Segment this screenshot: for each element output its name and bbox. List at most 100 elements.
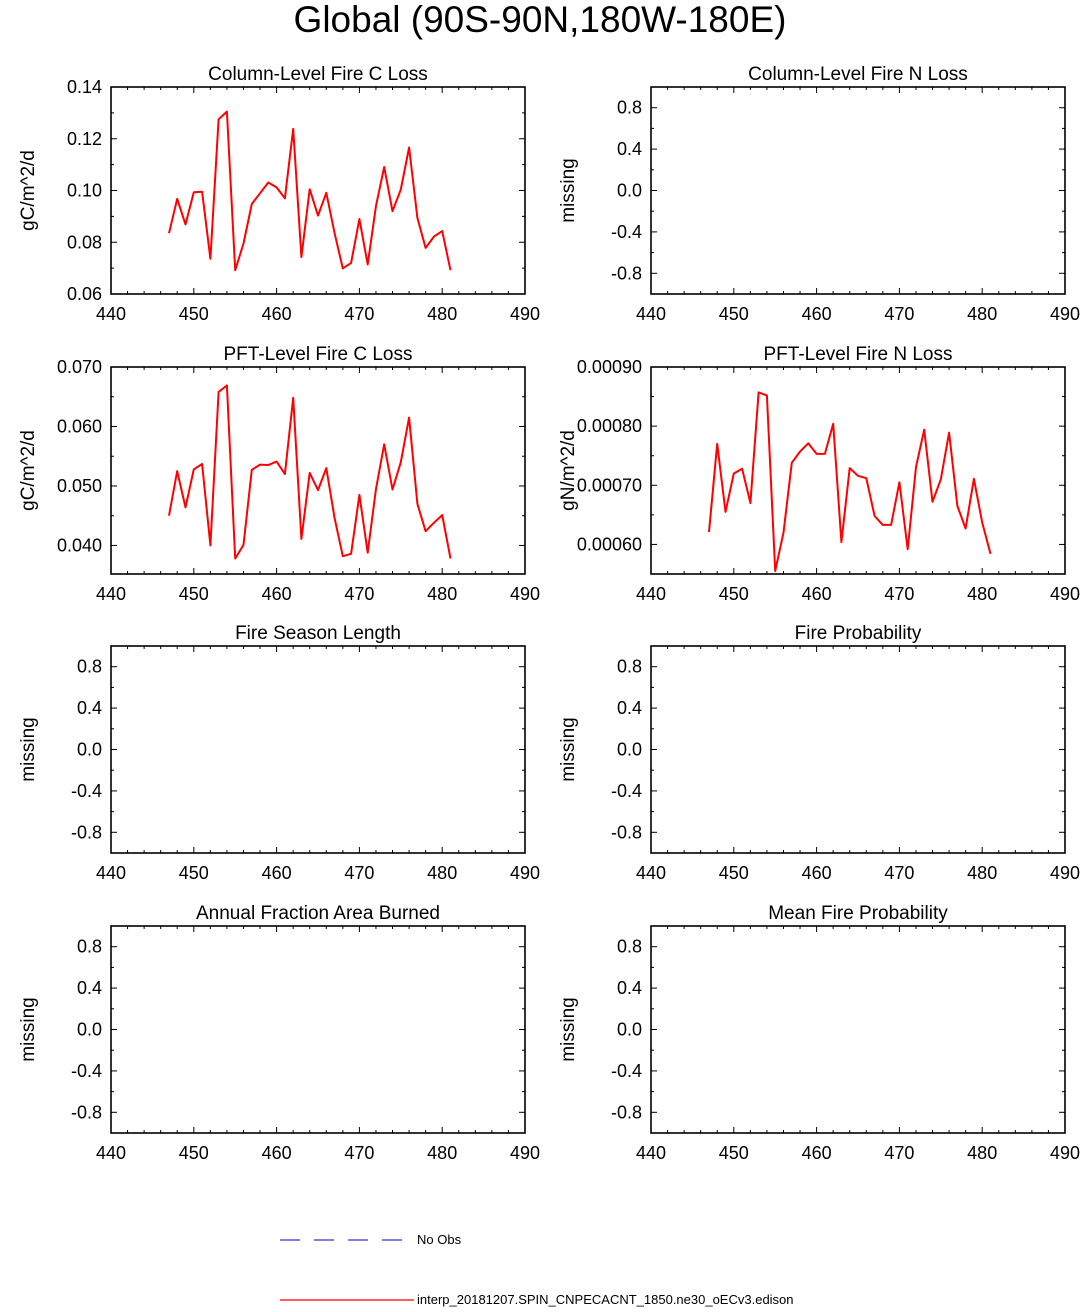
x-tick-label: 470	[344, 1143, 374, 1163]
y-tick-label: -0.4	[611, 222, 642, 242]
chart-title: Column-Level Fire N Loss	[748, 64, 968, 85]
x-tick-label: 450	[719, 863, 749, 883]
plot-frame	[110, 645, 526, 854]
chart-title: Mean Fire Probability	[768, 903, 948, 924]
x-tick-label: 490	[510, 1143, 540, 1163]
x-tick-label: 460	[802, 863, 832, 883]
chart-panel: Annual Fraction Area Burned missing 440 450…	[18, 903, 540, 1163]
plot-frame	[110, 366, 526, 575]
chart-title: PFT-Level Fire C Loss	[224, 344, 413, 365]
y-tick-label: 0.4	[77, 978, 102, 998]
chart-panel: PFT-Level Fire N Loss gN/m^2/d 440 450 460 47…	[558, 344, 1080, 604]
y-tick-label: 0.8	[77, 657, 102, 677]
plot-frame	[650, 86, 1066, 295]
legend-swatches	[280, 1239, 414, 1301]
x-tick-label: 460	[262, 863, 292, 883]
x-tick-label: 450	[719, 304, 749, 324]
x-tick-label: 470	[344, 304, 374, 324]
chart-panel: Column-Level Fire C Loss gC/m^2/d 440 450 46…	[18, 64, 540, 324]
chart-panel: Column-Level Fire N Loss missing 440 450 460…	[558, 64, 1080, 324]
x-tick-label: 480	[427, 584, 457, 604]
y-tick-label: 0.0	[77, 740, 102, 760]
x-tick-label: 480	[967, 1143, 997, 1163]
y-axis-label: gN/m^2/d	[558, 430, 579, 511]
y-tick-label: 0.4	[617, 139, 642, 159]
y-tick-label: 0.8	[617, 937, 642, 957]
chart-title: Column-Level Fire C Loss	[208, 64, 428, 85]
y-tick-label: 0.00070	[577, 475, 642, 495]
plot-frame	[650, 645, 1066, 854]
y-tick-label: -0.8	[611, 822, 642, 842]
y-tick-label: 0.040	[57, 535, 102, 555]
x-tick-label: 440	[636, 863, 666, 883]
x-tick-label: 460	[262, 584, 292, 604]
x-tick-label: 490	[1050, 584, 1080, 604]
plot-frame	[650, 925, 1066, 1134]
y-axis-label: missing	[18, 717, 39, 781]
y-tick-label: 0.00090	[577, 357, 642, 377]
x-tick-label: 490	[1050, 1143, 1080, 1163]
x-tick-label: 440	[96, 584, 126, 604]
series-line	[168, 384, 452, 560]
legend-obs-label: No Obs	[417, 1232, 462, 1247]
y-tick-label: 0.08	[67, 232, 102, 252]
y-tick-label: 0.060	[57, 416, 102, 436]
plot-frame	[110, 86, 526, 295]
y-tick-label: 0.0	[617, 740, 642, 760]
y-tick-label: 0.8	[77, 937, 102, 957]
y-tick-label: 0.00060	[577, 534, 642, 554]
y-tick-label: 0.00080	[577, 416, 642, 436]
x-tick-label: 490	[510, 863, 540, 883]
y-tick-label: 0.06	[67, 284, 102, 304]
y-tick-label: 0.4	[77, 698, 102, 718]
y-tick-label: 0.0	[617, 1020, 642, 1040]
plot-frame	[110, 925, 526, 1134]
x-tick-label: 470	[344, 863, 374, 883]
x-tick-label: 470	[884, 863, 914, 883]
y-tick-label: 0.12	[67, 129, 102, 149]
y-tick-label: 0.4	[617, 698, 642, 718]
x-tick-label: 480	[967, 304, 997, 324]
x-tick-label: 470	[884, 584, 914, 604]
x-tick-label: 460	[262, 1143, 292, 1163]
x-tick-label: 490	[1050, 863, 1080, 883]
x-tick-label: 480	[427, 1143, 457, 1163]
x-tick-label: 480	[967, 863, 997, 883]
legend-model-label: interp_20181207.SPIN_CNPECACNT_1850.ne30…	[417, 1292, 794, 1307]
y-tick-label: -0.4	[71, 781, 102, 801]
x-tick-label: 440	[636, 584, 666, 604]
chart-panel: PFT-Level Fire C Loss gC/m^2/d 440 450 460 47…	[18, 344, 540, 604]
x-tick-label: 440	[636, 304, 666, 324]
x-tick-label: 450	[179, 584, 209, 604]
x-tick-label: 450	[179, 863, 209, 883]
chart-title: Fire Probability	[795, 623, 922, 644]
x-tick-label: 440	[96, 1143, 126, 1163]
x-tick-label: 440	[96, 304, 126, 324]
series-line	[708, 391, 992, 572]
x-tick-label: 490	[510, 304, 540, 324]
y-tick-label: 0.14	[67, 77, 102, 97]
x-tick-label: 490	[510, 584, 540, 604]
y-axis-label: gC/m^2/d	[18, 430, 39, 511]
x-tick-label: 450	[179, 1143, 209, 1163]
y-tick-label: -0.8	[71, 822, 102, 842]
y-tick-label: 0.0	[77, 1020, 102, 1040]
x-tick-label: 440	[636, 1143, 666, 1163]
y-tick-label: 0.0	[617, 181, 642, 201]
x-tick-label: 460	[802, 584, 832, 604]
chart-title: Annual Fraction Area Burned	[196, 903, 440, 924]
page-title: Global (90S-90N,180W-180E)	[293, 0, 787, 40]
x-tick-label: 460	[262, 304, 292, 324]
chart-panel: Fire Season Length missing 440 450 460 470 480…	[18, 623, 540, 883]
y-tick-label: -0.8	[71, 1102, 102, 1122]
plot-frame	[650, 366, 1066, 575]
x-tick-label: 460	[802, 304, 832, 324]
y-tick-label: -0.4	[71, 1061, 102, 1081]
x-tick-label: 470	[884, 304, 914, 324]
y-axis-label: gC/m^2/d	[18, 150, 39, 231]
x-tick-label: 440	[96, 863, 126, 883]
y-tick-label: 0.8	[617, 657, 642, 677]
series-line	[168, 110, 452, 272]
y-axis-label: missing	[558, 158, 579, 222]
